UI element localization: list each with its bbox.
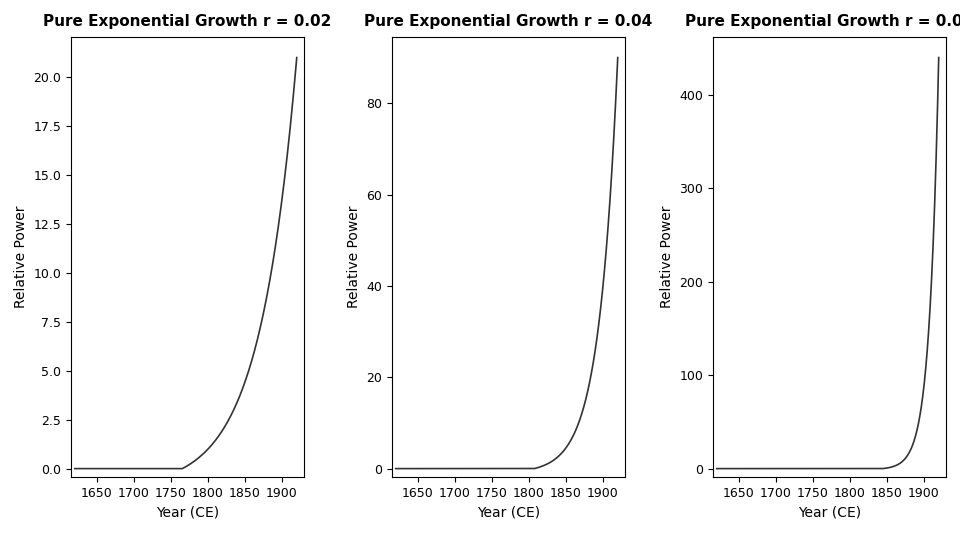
X-axis label: Year (CE): Year (CE)	[156, 505, 219, 519]
Title: Pure Exponential Growth r = 0.02: Pure Exponential Growth r = 0.02	[43, 14, 332, 29]
X-axis label: Year (CE): Year (CE)	[798, 505, 861, 519]
Title: Pure Exponential Growth r = 0.04: Pure Exponential Growth r = 0.04	[365, 14, 653, 29]
Y-axis label: Relative Power: Relative Power	[347, 206, 361, 308]
X-axis label: Year (CE): Year (CE)	[477, 505, 540, 519]
Title: Pure Exponential Growth r = 0.08: Pure Exponential Growth r = 0.08	[685, 14, 960, 29]
Y-axis label: Relative Power: Relative Power	[13, 206, 28, 308]
Y-axis label: Relative Power: Relative Power	[660, 206, 674, 308]
